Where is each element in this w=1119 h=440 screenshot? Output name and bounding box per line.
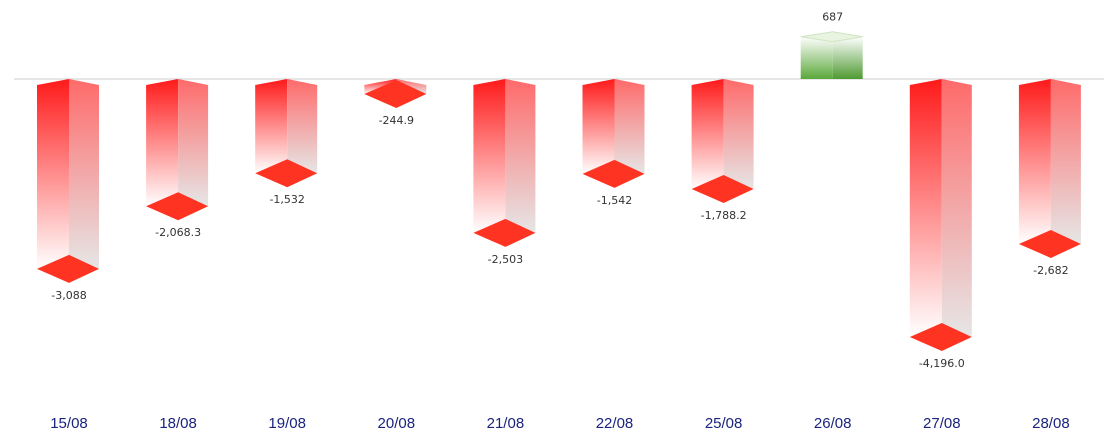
- data-label: -3,088: [51, 289, 86, 302]
- data-label: -2,503: [488, 253, 523, 266]
- bar-side-face: [69, 79, 99, 269]
- bar-front-face: [255, 79, 288, 174]
- bar-front-face: [909, 79, 942, 338]
- bar-bottom-cap: [691, 174, 754, 203]
- x-tick-label: 19/08: [268, 415, 306, 432]
- bar-19-08: [255, 79, 318, 188]
- data-labels-group: -3,088 -2,068.3 -1,532 -244.9 -2,503 -1,542 -1…: [51, 11, 1068, 370]
- x-tick-label: 15/08: [50, 415, 88, 432]
- bar-bottom-cap: [1018, 229, 1081, 258]
- bar-bottom-cap: [909, 323, 972, 352]
- bar-front-face: [1018, 79, 1051, 244]
- bar-front-face: [800, 36, 833, 79]
- bar-side-face: [287, 79, 318, 174]
- bar-27-08: [909, 79, 972, 352]
- data-label: -1,542: [597, 194, 632, 207]
- bar-front-face: [37, 79, 69, 269]
- bar-front-face: [582, 79, 615, 174]
- bar-bottom-cap: [255, 159, 318, 188]
- bar-25-08: [691, 79, 754, 203]
- x-tick-label: 26/08: [814, 415, 852, 432]
- bar-side-face: [832, 36, 863, 79]
- bar-side-face: [941, 79, 972, 338]
- bar-bottom-cap: [37, 254, 99, 283]
- bar-side-face: [505, 79, 536, 233]
- bar-side-face: [614, 79, 645, 174]
- data-label: -244.9: [379, 114, 414, 127]
- bar-20-08: [364, 79, 427, 109]
- x-tick-label: 21/08: [487, 415, 525, 432]
- bar-front-face: [691, 79, 724, 189]
- bar-side-face: [1050, 79, 1081, 244]
- data-label: -1,788.2: [701, 209, 747, 222]
- data-label: -1,532: [269, 193, 304, 206]
- x-tick-label: 18/08: [159, 415, 197, 432]
- bars-group: [37, 31, 1081, 352]
- x-tick-label: 25/08: [705, 415, 743, 432]
- bar-26-08: [800, 31, 863, 79]
- data-label: -2,682: [1033, 264, 1068, 277]
- bar-bottom-cap: [146, 192, 209, 221]
- x-tick-label: 20/08: [378, 415, 416, 432]
- bar-front-face: [146, 79, 179, 207]
- bar-top-cap: [800, 31, 863, 43]
- x-axis-ticks: 15/08 18/08 19/08 20/08 21/08 22/08 25/08 26/08…: [50, 415, 1069, 432]
- x-tick-label: 28/08: [1032, 415, 1070, 432]
- data-label: 687: [822, 11, 843, 24]
- bar-bottom-cap: [473, 218, 536, 247]
- bar-front-face: [364, 79, 397, 95]
- bar-side-face: [178, 79, 209, 207]
- bar-bottom-cap: [364, 80, 427, 109]
- x-tick-label: 22/08: [596, 415, 634, 432]
- x-tick-label: 27/08: [923, 415, 961, 432]
- bar-bottom-cap: [582, 159, 645, 188]
- data-label: -4,196.0: [919, 357, 965, 370]
- bar-side-face: [396, 79, 427, 95]
- data-label: -2,068.3: [155, 226, 201, 239]
- bar-28-08: [1018, 79, 1081, 258]
- bar-18-08: [146, 79, 209, 221]
- bar-side-face: [723, 79, 754, 189]
- bar-front-face: [473, 79, 506, 233]
- bar-22-08: [582, 79, 645, 188]
- bar-15-08: [37, 79, 99, 283]
- bar-21-08: [473, 79, 536, 247]
